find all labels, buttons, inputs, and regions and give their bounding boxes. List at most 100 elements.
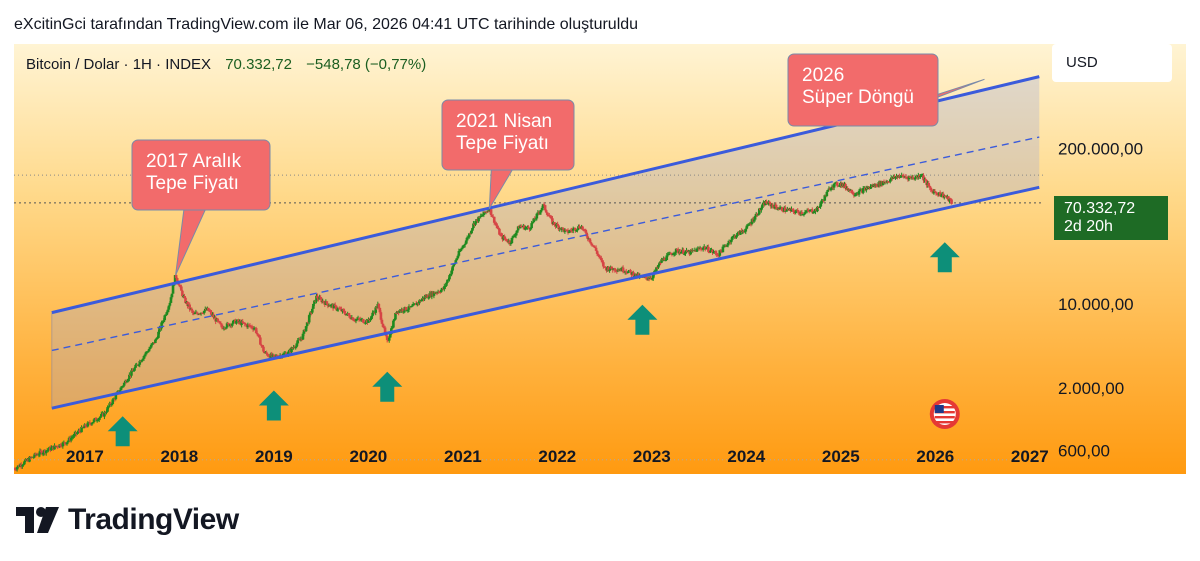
candle-body <box>717 255 721 257</box>
candle-body <box>761 204 764 208</box>
candle-body <box>23 461 26 465</box>
candle-body <box>407 306 411 310</box>
candle-body <box>144 352 148 355</box>
candle-body <box>504 238 507 240</box>
candle-body <box>663 258 666 261</box>
candle-body <box>832 183 836 188</box>
candle-body <box>15 467 19 470</box>
candle-body <box>132 370 135 372</box>
candle-body <box>672 253 676 255</box>
brand-logo[interactable]: TradingView <box>16 500 239 540</box>
last-price-tag: 70.332,72 2d 20h <box>1054 196 1168 240</box>
candle-body <box>918 175 921 178</box>
candle-body <box>742 231 745 233</box>
candle-body <box>98 416 102 418</box>
candle-body <box>544 210 548 213</box>
chart-area[interactable]: 2017 Aralık Tepe Fiyatı 2021 Nisan Tepe Fiy… <box>14 44 1186 474</box>
candle-body <box>28 457 31 462</box>
candle-body <box>927 183 931 187</box>
candle-body <box>469 233 472 235</box>
candle-body <box>332 304 336 309</box>
candle-body <box>938 192 942 197</box>
candle-body <box>794 211 797 213</box>
candle-body <box>457 250 461 256</box>
candle-body <box>497 228 500 230</box>
economic-event-flag-icon[interactable] <box>929 399 960 429</box>
candle-body <box>188 304 191 310</box>
candle-body <box>576 229 579 231</box>
channel-middle-line[interactable] <box>51 136 1040 352</box>
candle-body <box>201 313 205 315</box>
candle-body <box>175 278 179 282</box>
candle-body <box>161 321 164 323</box>
candle-body <box>460 247 464 250</box>
candle-body <box>86 422 90 427</box>
candle-body <box>190 308 194 311</box>
candle-body <box>769 203 773 207</box>
candle-body <box>669 252 673 254</box>
candle-body <box>518 226 522 229</box>
candle-body <box>575 230 578 232</box>
candle-body <box>173 275 177 285</box>
candle-body <box>579 228 582 230</box>
candle-body <box>478 216 481 218</box>
candle-body <box>377 303 381 308</box>
candle-body <box>650 278 654 280</box>
candle-body <box>39 450 43 452</box>
candle-body <box>736 232 739 236</box>
candle-body <box>427 297 431 299</box>
candle-body <box>420 299 423 302</box>
symbol-info: Bitcoin / Dolar · 1H · INDEX 70.332,72 −… <box>26 56 426 73</box>
candle-body <box>100 414 103 417</box>
candle-body <box>655 267 658 272</box>
candle-body <box>334 305 338 310</box>
candle-body <box>887 181 891 183</box>
candle-body <box>667 253 671 255</box>
candle-body <box>224 327 228 329</box>
candle-body <box>443 286 446 290</box>
candle-body <box>416 302 419 306</box>
candle-body <box>156 337 159 339</box>
candle-body <box>541 204 545 208</box>
candle-body <box>69 437 73 441</box>
candle-body <box>680 251 683 254</box>
candle-body <box>32 456 36 458</box>
support-arrow-icon <box>107 416 138 447</box>
candle-body <box>886 181 890 183</box>
brand-name: TradingView <box>68 503 239 536</box>
candle-body <box>218 321 222 324</box>
candle-body <box>248 325 252 327</box>
candle-body <box>803 212 807 214</box>
candle-body <box>405 310 409 312</box>
candle-body <box>208 310 211 312</box>
candle-body <box>947 196 950 201</box>
candle-body <box>71 436 75 438</box>
symbol-change: −548,78 (−0,77%) <box>306 56 427 73</box>
candle-body <box>627 271 630 273</box>
candle-body <box>163 315 167 321</box>
candle-body <box>76 432 79 434</box>
candle-body <box>768 201 771 204</box>
candle-body <box>154 339 157 344</box>
channel-lower-line[interactable] <box>51 185 1040 410</box>
candle-body <box>37 454 41 456</box>
candle-body <box>207 307 210 311</box>
candle-body <box>543 205 547 211</box>
callout-label: Tepe Fiyatı <box>456 133 549 154</box>
candle-body <box>438 292 442 294</box>
candle-body <box>34 453 38 456</box>
currency-button[interactable]: USD <box>1052 44 1172 82</box>
candle-body <box>333 304 337 306</box>
candle-body <box>260 344 263 346</box>
candle-body <box>709 250 712 253</box>
candle-body <box>901 174 905 176</box>
candle-body <box>325 301 329 304</box>
candle-body <box>345 314 348 316</box>
candle-body <box>529 228 532 230</box>
candle-body <box>401 309 405 312</box>
candle-body <box>60 446 64 448</box>
